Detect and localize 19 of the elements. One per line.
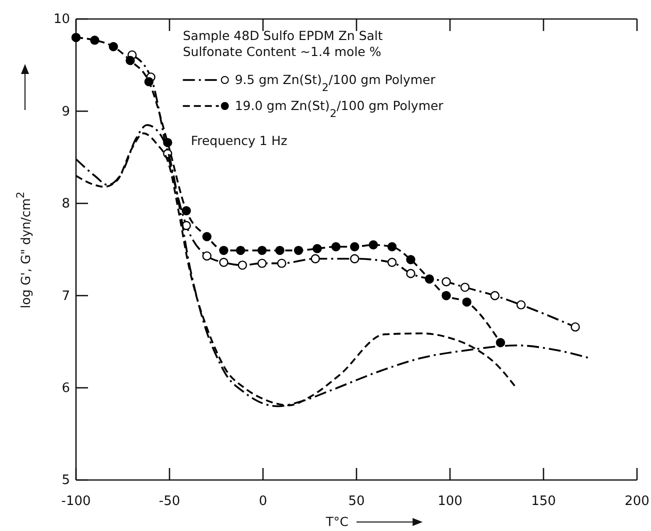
y-tick-label: 10 <box>53 12 70 28</box>
x-tick-label: 50 <box>348 494 365 510</box>
x-tick-label: -50 <box>158 494 180 510</box>
x-tick-label: -100 <box>61 494 91 510</box>
annotation: Sample 48D Sulfo EPDM Zn Salt <box>182 28 383 43</box>
legend-label: 19.0 gm Zn(St)$_{2}$/100 gm Polymer <box>234 98 444 120</box>
y-tick-label: 9 <box>62 104 70 120</box>
x-tick-label: 200 <box>624 494 650 510</box>
y-tick-label: 6 <box>62 380 70 396</box>
x-tick-label: 100 <box>438 494 462 510</box>
x-tick-label: 0 <box>258 494 268 510</box>
annotation: Frequency 1 Hz <box>190 133 288 148</box>
y-tick-label: 8 <box>62 196 70 212</box>
annotation: Sulfonate Content ~1.4 mole % <box>182 44 382 59</box>
x-axis-title: T°C <box>324 514 349 529</box>
y-tick-label: 7 <box>62 288 70 304</box>
legend-label: 9.5 gm Zn(St)$_{2}$/100 gm Polymer <box>234 72 436 94</box>
x-tick-label: 150 <box>531 494 556 510</box>
y-tick-label: 5 <box>62 473 70 488</box>
